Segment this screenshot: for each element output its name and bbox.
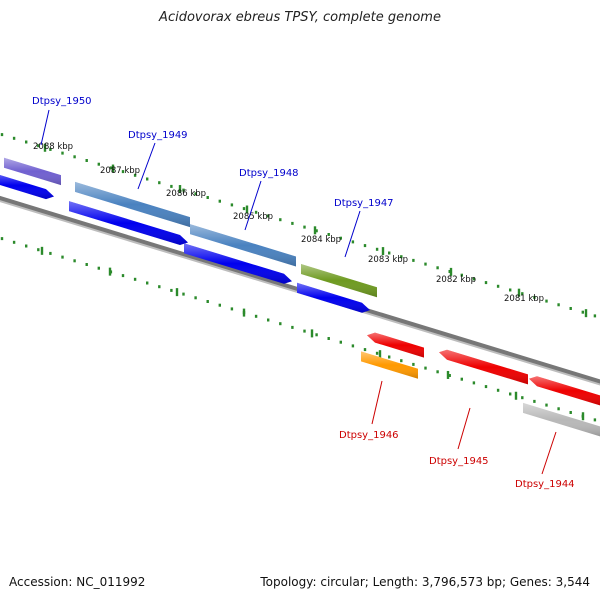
gene-leader-line bbox=[40, 109, 50, 146]
gene-arrow-dtpsy_1950[interactable] bbox=[0, 172, 54, 200]
feature-steelblue-2[interactable] bbox=[190, 224, 296, 267]
gene-arrow-dtpsy_1948[interactable] bbox=[184, 243, 292, 284]
gene-arrow-dtpsy_1945[interactable] bbox=[439, 349, 528, 385]
gene-arrow-dtpsy_1949-shade bbox=[69, 201, 188, 245]
gene-leader-line bbox=[344, 210, 361, 258]
tick-label: 2088 kbp bbox=[33, 142, 73, 152]
gene-arrow-dtpsy_1944-shade bbox=[529, 376, 600, 406]
gene-leader-line bbox=[137, 142, 156, 190]
gene-arrow-dtpsy_1950-shade bbox=[0, 174, 54, 200]
tick-rows bbox=[0, 133, 597, 422]
gene-label[interactable]: Dtpsy_1944 bbox=[515, 479, 575, 490]
inner-tick-row bbox=[0, 237, 597, 422]
gene-leader-line bbox=[244, 180, 262, 231]
feature-orange-shade bbox=[361, 351, 418, 379]
gene-label[interactable]: Dtpsy_1945 bbox=[429, 456, 489, 467]
feature-olive[interactable] bbox=[301, 264, 377, 298]
tick-label: 2086 kbp bbox=[166, 189, 206, 199]
gene-label[interactable]: Dtpsy_1950 bbox=[32, 96, 92, 107]
feature-silver-shade bbox=[523, 402, 600, 437]
page-title: Acidovorax ebreus TPSY, complete genome bbox=[159, 10, 441, 25]
tick-label: 2085 kbp bbox=[233, 212, 273, 222]
gene-label[interactable]: Dtpsy_1948 bbox=[239, 168, 299, 179]
gene-arrow-dtpsy_1948-shade bbox=[184, 243, 292, 284]
gene-label[interactable]: Dtpsy_1947 bbox=[334, 198, 394, 209]
gene-label[interactable]: Dtpsy_1949 bbox=[128, 130, 188, 141]
genome-summary-text: Topology: circular; Length: 3,796,573 bp… bbox=[260, 575, 590, 589]
feature-steelblue-1-shade bbox=[75, 181, 190, 228]
gene-leader-line bbox=[541, 431, 557, 475]
tick-label: 2084 kbp bbox=[301, 235, 341, 245]
gene-arrow-dtpsy_1945-shade bbox=[439, 349, 528, 385]
gene-arrow-dtpsy_1944[interactable] bbox=[529, 376, 600, 406]
feature-steelblue-1[interactable] bbox=[75, 181, 190, 228]
gene-layer bbox=[0, 172, 600, 406]
feature-purple-shade bbox=[4, 157, 61, 186]
gene-arrow-dtpsy_1946[interactable] bbox=[367, 332, 424, 358]
gene-arrow-dtpsy_1949[interactable] bbox=[69, 201, 188, 245]
accession-text: Accession: NC_011992 bbox=[9, 575, 146, 589]
tick-label: 2081 kbp bbox=[504, 294, 544, 304]
gene-arrow-dtpsy_1947[interactable] bbox=[297, 282, 370, 313]
tick-label: 2083 kbp bbox=[368, 255, 408, 265]
gene-arrow-dtpsy_1946-shade bbox=[367, 332, 424, 358]
feature-orange[interactable] bbox=[361, 351, 418, 379]
feature-steelblue-2-shade bbox=[190, 224, 296, 267]
feature-silver[interactable] bbox=[523, 402, 600, 437]
label-layer: 2088 kbp 2087 kbp 2086 kbp 2085 kbp 2084 kbp… bbox=[32, 96, 575, 490]
outer-tick-row bbox=[0, 133, 597, 318]
gene-arrow-dtpsy_1947-shade bbox=[297, 282, 370, 313]
feature-olive-shade bbox=[301, 264, 377, 298]
tick-label: 2082 kbp bbox=[436, 275, 476, 285]
feature-purple[interactable] bbox=[4, 157, 61, 186]
feature-layer bbox=[4, 157, 600, 437]
gene-leader-line bbox=[371, 380, 383, 425]
gene-label[interactable]: Dtpsy_1946 bbox=[339, 430, 399, 441]
gene-leader-line bbox=[457, 407, 471, 450]
tick-label: 2087 kbp bbox=[100, 166, 140, 176]
